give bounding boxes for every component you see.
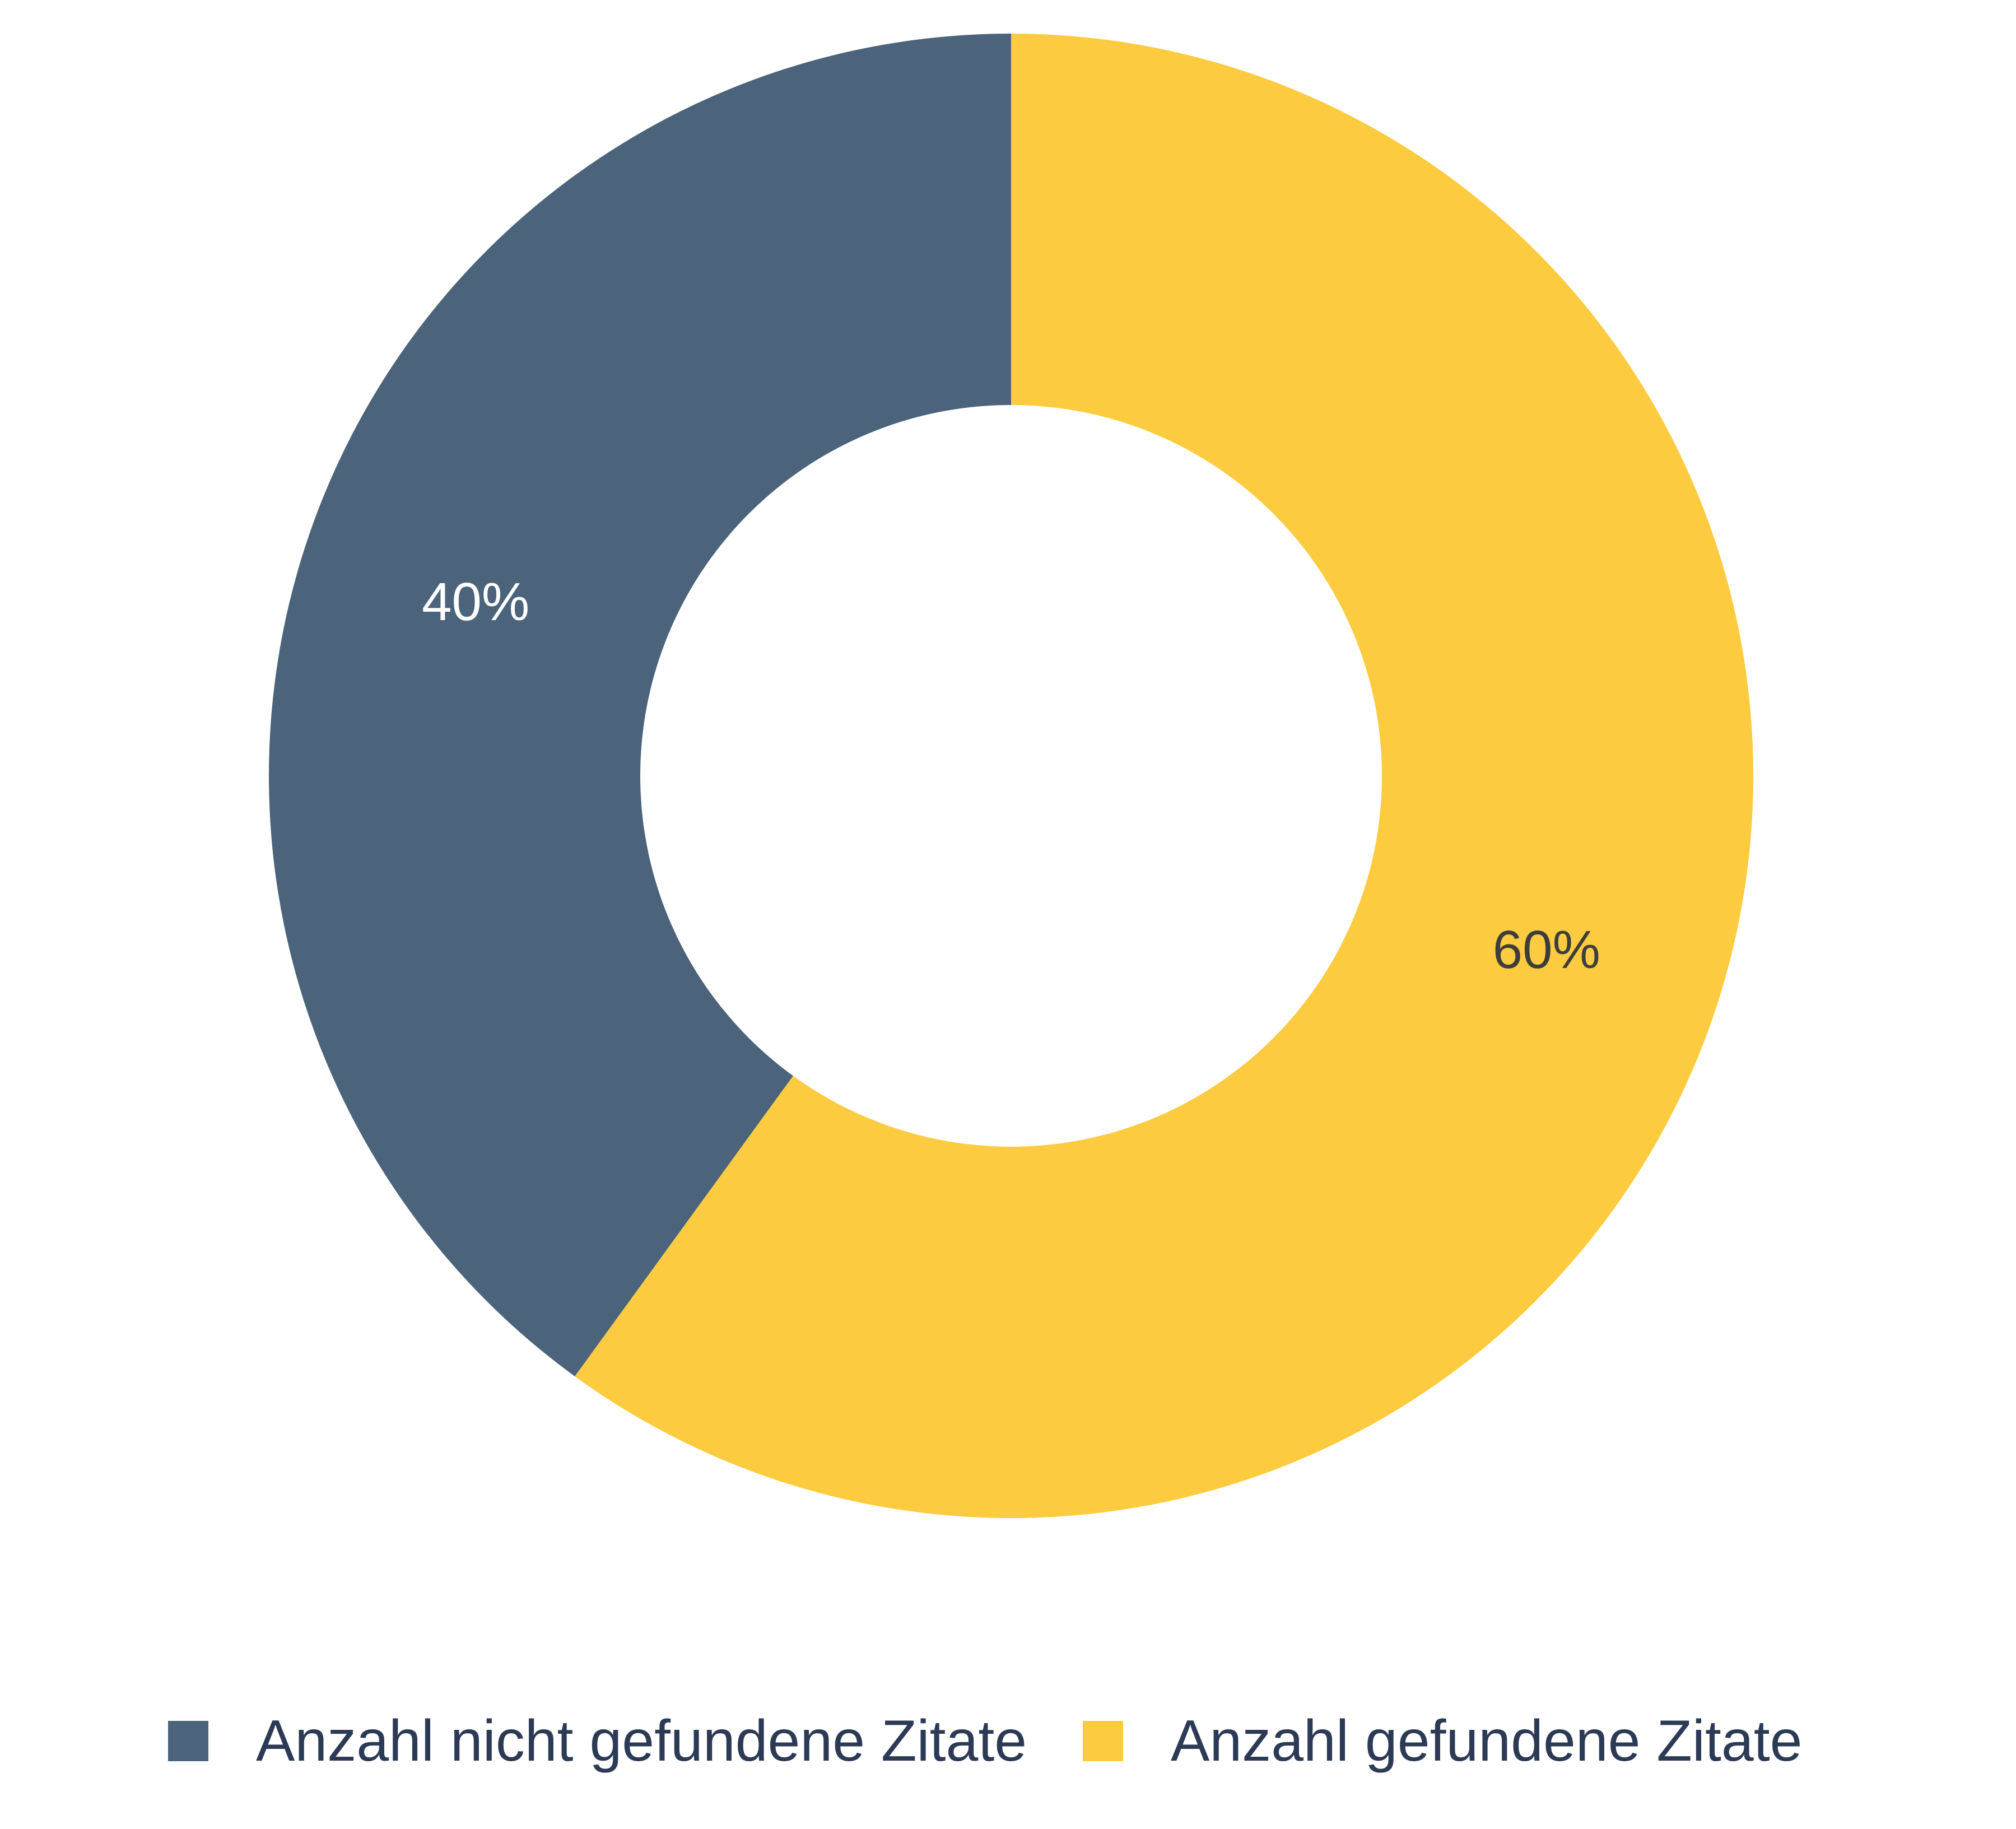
legend-swatch-anzahl-gefundene-zitate xyxy=(1083,1721,1123,1761)
legend: Anzahl nicht gefundene Zitate Anzahl gefu… xyxy=(168,1709,1803,1774)
legend-item-anzahl-nicht-gefundene-zitate: Anzahl nicht gefundene Zitate xyxy=(168,1709,1027,1774)
legend-label-anzahl-gefundene-zitate: Anzahl gefundene Zitate xyxy=(1171,1709,1803,1774)
slice-anzahl-gefundene-zitate xyxy=(575,34,1754,1519)
slice-label-anzahl-nicht-gefundene-zitate: 40% xyxy=(422,572,529,632)
slice-labels: 40% 60% xyxy=(422,572,1600,980)
slice-label-anzahl-gefundene-zitate: 60% xyxy=(1493,920,1600,980)
legend-item-anzahl-gefundene-zitate: Anzahl gefundene Zitate xyxy=(1083,1709,1803,1774)
slice-anzahl-nicht-gefundene-zitate xyxy=(269,34,1011,1376)
legend-swatch-anzahl-nicht-gefundene-zitate xyxy=(168,1721,208,1761)
donut-slices xyxy=(269,34,1754,1519)
legend-label-anzahl-nicht-gefundene-zitate: Anzahl nicht gefundene Zitate xyxy=(256,1709,1027,1774)
